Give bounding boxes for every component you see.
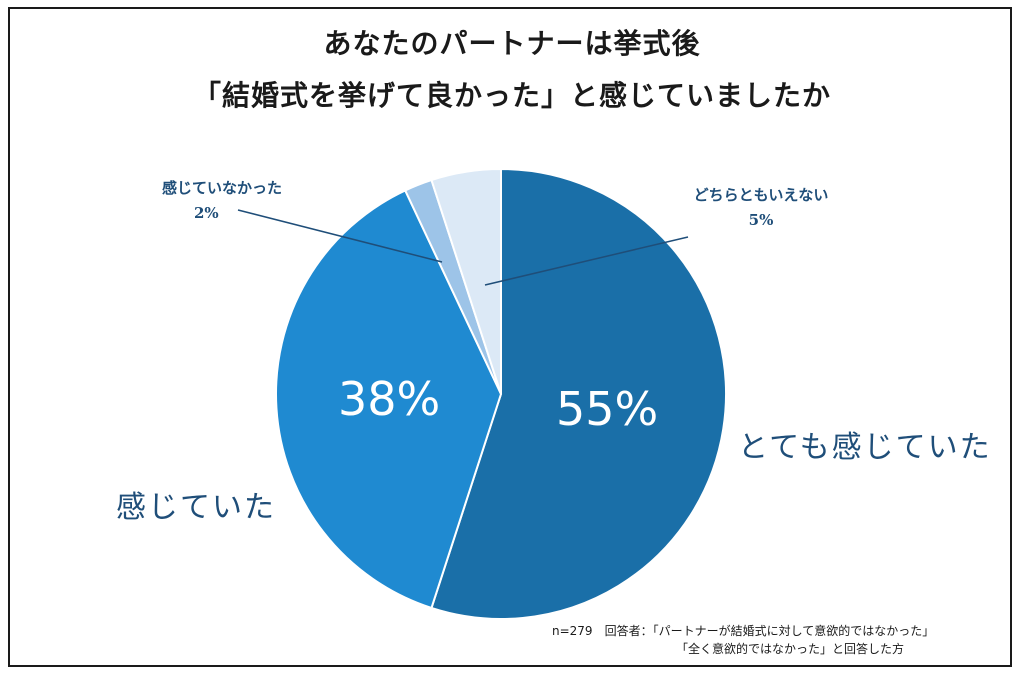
label-not-felt: 感じていなかった 2%: [132, 176, 312, 226]
footnote: n=279 回答者：「パートナーが結婚式に対して意欲的ではなかった」「全く意欲的…: [552, 622, 934, 658]
label-neutral-name: どちらともいえない: [693, 186, 829, 204]
label-neutral: どちらともいえない 5%: [676, 183, 846, 233]
legend-label-felt: 感じていた: [116, 490, 276, 525]
legend-label-very-felt: とても感じていた: [738, 430, 992, 465]
footnote-line2: 「全く意欲的ではなかった」と回答した方: [676, 642, 905, 656]
pie-slice-neutral: [430, 167, 502, 395]
pie-slice-felt: [275, 189, 503, 610]
pie-slice-very-felt: [430, 167, 727, 620]
data-label-very-felt-pct: 55%: [556, 382, 659, 436]
label-not-felt-name: 感じていなかった: [161, 179, 282, 197]
chart-title-line1: あなたのパートナーは挙式後: [323, 27, 701, 60]
leader-line-not-felt: [237, 209, 443, 263]
label-neutral-pct: 5%: [748, 211, 774, 229]
chart-title-line2: 「結婚式を挙げて良かった」と感じていましたか: [192, 79, 831, 112]
data-label-felt-pct: 38%: [338, 372, 441, 426]
leader-line-neutral: [484, 236, 689, 286]
label-not-felt-pct: 2%: [194, 204, 219, 222]
footnote-line1: n=279 回答者：「パートナーが結婚式に対して意欲的ではなかった」: [552, 624, 935, 638]
